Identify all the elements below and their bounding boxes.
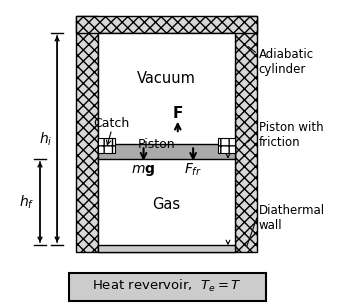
Text: $m\mathbf{g}$: $m\mathbf{g}$ bbox=[131, 162, 156, 177]
Text: Piston with
friction: Piston with friction bbox=[259, 121, 323, 149]
Text: Catch: Catch bbox=[94, 117, 130, 130]
Bar bbox=[98, 33, 235, 252]
Text: Gas: Gas bbox=[152, 197, 181, 212]
Text: Piston: Piston bbox=[137, 138, 175, 151]
Bar bbox=[98, 138, 115, 153]
Bar bbox=[235, 16, 257, 252]
Text: Heat revervoir,  $T_e = T$: Heat revervoir, $T_e = T$ bbox=[92, 278, 241, 294]
Bar bbox=[76, 16, 98, 252]
Text: Adiabatic
cylinder: Adiabatic cylinder bbox=[259, 48, 314, 76]
Bar bbox=[69, 273, 266, 301]
Bar bbox=[218, 138, 235, 153]
Text: $h_f$: $h_f$ bbox=[19, 193, 34, 211]
Text: Diathermal
wall: Diathermal wall bbox=[259, 204, 325, 233]
Text: $h_i$: $h_i$ bbox=[39, 130, 53, 148]
Bar bbox=[76, 16, 257, 33]
Text: $\mathbf{F}$: $\mathbf{F}$ bbox=[172, 105, 183, 121]
Bar bbox=[98, 245, 235, 252]
Text: Vacuum: Vacuum bbox=[137, 71, 196, 86]
Bar bbox=[98, 144, 235, 159]
Text: $F_{fr}$: $F_{fr}$ bbox=[184, 162, 202, 178]
